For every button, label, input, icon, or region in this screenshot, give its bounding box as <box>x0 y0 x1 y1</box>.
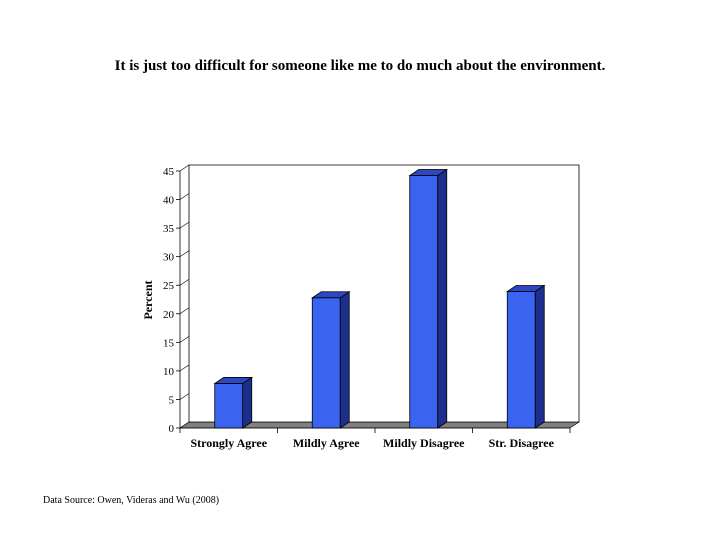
bar-series <box>213 168 546 429</box>
y-tick-depth <box>179 336 190 343</box>
bar-side <box>242 376 253 429</box>
bar-top <box>310 291 351 299</box>
y-tick-depth <box>179 364 190 372</box>
y-tick-label: 25 <box>163 280 175 292</box>
y-tick-label: 30 <box>163 252 175 264</box>
bar-front <box>214 383 244 429</box>
x-tick-label: Mildly Disagree <box>383 436 465 450</box>
y-tick-label: 20 <box>163 309 175 321</box>
bar-top <box>408 169 449 176</box>
chart-title: It is just too difficult for someone lik… <box>114 58 606 74</box>
y-tick-depth <box>179 307 190 315</box>
y-tick-depth <box>179 278 190 286</box>
x-axis: Strongly Agree Mildly Agree Mildly Disagre… <box>179 427 571 450</box>
y-tick-label: 40 <box>163 195 175 207</box>
bar-front <box>311 297 341 429</box>
bar-front <box>409 175 439 429</box>
y-tick-depth <box>179 393 190 400</box>
y-tick-label: 45 <box>163 166 175 178</box>
bar-front <box>506 291 536 429</box>
bar <box>505 284 546 429</box>
bar-top <box>505 285 546 292</box>
bar-side <box>339 291 350 429</box>
y-tick-depth <box>179 250 190 257</box>
bar <box>213 376 254 429</box>
x-tick-label: Mildly Agree <box>293 436 360 450</box>
y-tick-label: 35 <box>163 223 175 235</box>
y-tick-depth <box>179 221 190 229</box>
y-axis-label: Percent <box>141 280 155 319</box>
y-tick-label: 5 <box>169 394 175 406</box>
y-tick-label: 0 <box>169 423 175 435</box>
y-tick-depth <box>179 193 190 200</box>
x-tick-label: Str. Disagree <box>489 436 555 450</box>
bar <box>310 291 351 429</box>
y-tick-depth <box>179 421 190 429</box>
x-tick-label: Strongly Agree <box>190 436 267 450</box>
y-tick-label: 15 <box>163 337 175 349</box>
bar-top <box>213 377 254 384</box>
y-tick-depth <box>179 164 190 172</box>
bar-side <box>534 284 545 429</box>
y-axis: 0 5 10 15 20 25 30 35 40 45 <box>163 164 190 435</box>
bar <box>408 168 449 429</box>
bar-side <box>437 168 448 429</box>
data-source-note: Data Source: Owen, Videras and Wu (2008) <box>43 495 220 506</box>
y-tick-label: 10 <box>163 366 175 378</box>
